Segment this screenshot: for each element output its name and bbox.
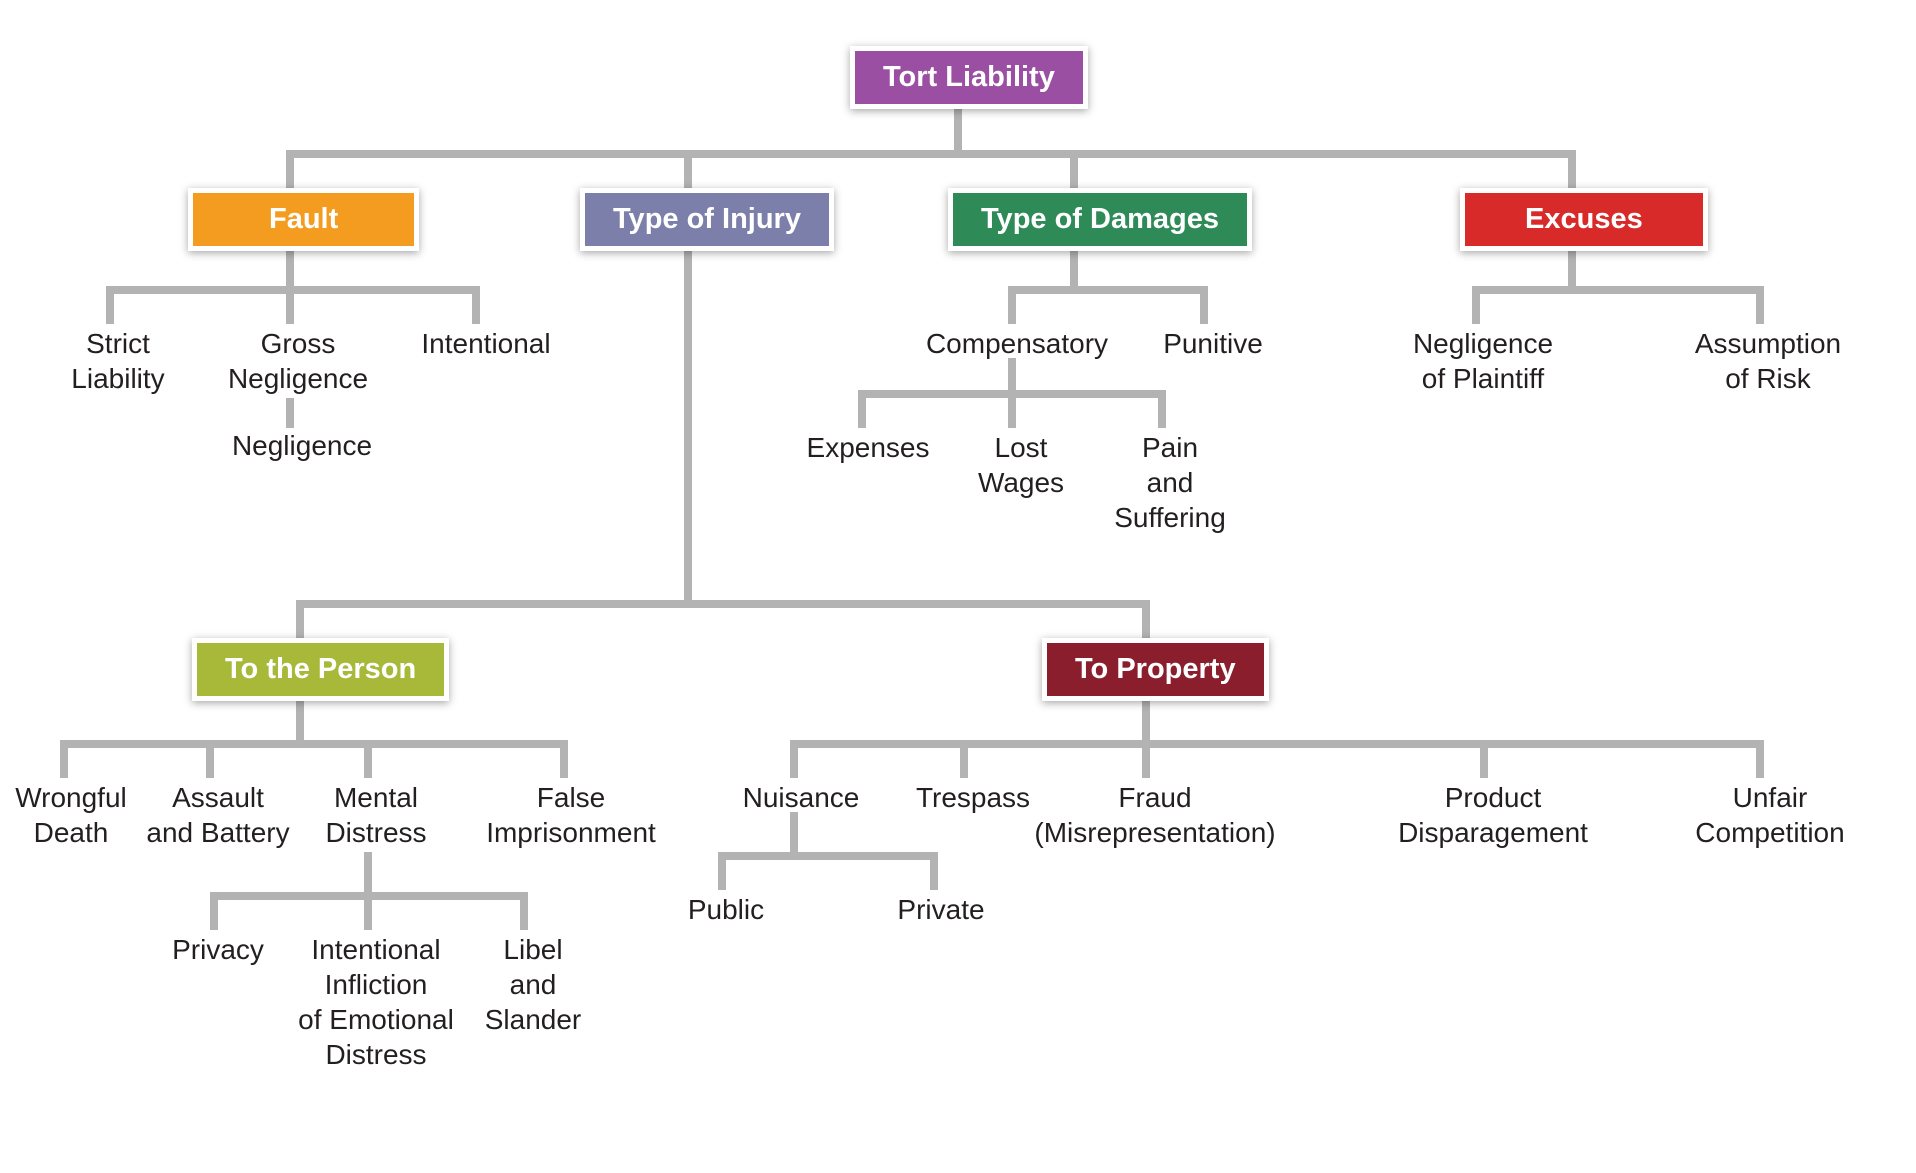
leaf-lost-wages: LostWages: [966, 430, 1076, 500]
leaf-gross-negligence: GrossNegligence: [218, 326, 378, 396]
connector: [684, 248, 692, 600]
box-excuses: Excuses: [1460, 188, 1708, 251]
leaf-iied: IntentionalInflictionof EmotionalDistres…: [280, 932, 472, 1072]
leaf-neg-plaintiff: Negligenceof Plaintiff: [1398, 326, 1568, 396]
connector: [790, 740, 798, 778]
leaf-nuisance: Nuisance: [726, 780, 876, 815]
connector: [1008, 390, 1016, 428]
connector: [1008, 358, 1016, 390]
connector: [1568, 150, 1576, 188]
box-injury: Type of Injury: [580, 188, 834, 251]
connector: [60, 740, 568, 748]
connector: [1142, 698, 1150, 740]
connector: [1200, 286, 1208, 324]
connector: [1070, 248, 1078, 286]
connector: [1480, 740, 1488, 778]
box-property: To Property: [1042, 638, 1269, 701]
connector: [718, 852, 726, 890]
leaf-intentional: Intentional: [406, 326, 566, 361]
connector: [718, 852, 938, 860]
connector: [296, 600, 1150, 608]
leaf-assump-risk: Assumptionof Risk: [1678, 326, 1858, 396]
box-fault: Fault: [188, 188, 419, 251]
leaf-strict-liability: StrictLiability: [58, 326, 178, 396]
connector: [1472, 286, 1480, 324]
connector: [1568, 248, 1576, 286]
connector: [1008, 286, 1208, 294]
leaf-pain-suffering: PainandSuffering: [1100, 430, 1240, 535]
leaf-wrongful-death: WrongfulDeath: [0, 780, 146, 850]
leaf-unfair-comp: UnfairCompetition: [1670, 780, 1870, 850]
connector: [106, 286, 114, 324]
connector: [1142, 740, 1150, 778]
connector: [858, 390, 866, 428]
connector: [930, 852, 938, 890]
connector: [1142, 600, 1150, 638]
leaf-public: Public: [666, 892, 786, 927]
connector: [286, 150, 1576, 158]
connector: [296, 600, 304, 638]
leaf-fraud: Fraud(Misrepresentation): [1010, 780, 1300, 850]
leaf-assault-battery: Assaultand Battery: [128, 780, 308, 850]
leaf-punitive: Punitive: [1148, 326, 1278, 361]
connector: [286, 248, 294, 286]
connector: [520, 892, 528, 930]
connector: [364, 892, 372, 930]
connector: [790, 740, 1764, 748]
connector: [1472, 286, 1764, 294]
connector: [286, 286, 294, 324]
leaf-privacy: Privacy: [158, 932, 278, 967]
box-damages: Type of Damages: [948, 188, 1252, 251]
leaf-prod-disparage: ProductDisparagement: [1378, 780, 1608, 850]
leaf-false-imprison: FalseImprisonment: [456, 780, 686, 850]
connector: [364, 740, 372, 778]
connector: [1756, 740, 1764, 778]
connector: [1008, 286, 1016, 324]
connector: [210, 892, 218, 930]
box-person: To the Person: [192, 638, 449, 701]
connector: [954, 106, 962, 150]
connector: [1158, 390, 1166, 428]
connector: [206, 740, 214, 778]
connector: [1070, 150, 1078, 188]
leaf-libel-slander: LibelandSlander: [468, 932, 598, 1037]
leaf-negligence: Negligence: [212, 428, 392, 463]
connector: [790, 812, 798, 852]
connector: [286, 398, 294, 428]
connector: [286, 150, 294, 188]
connector: [364, 852, 372, 892]
leaf-private: Private: [876, 892, 1006, 927]
connector: [684, 150, 692, 188]
leaf-expenses: Expenses: [798, 430, 938, 465]
connector: [296, 698, 304, 740]
connector: [560, 740, 568, 778]
connector: [960, 740, 968, 778]
leaf-compensatory: Compensatory: [912, 326, 1122, 361]
connector: [60, 740, 68, 778]
leaf-mental-distress: MentalDistress: [306, 780, 446, 850]
connector: [472, 286, 480, 324]
box-root: Tort Liability: [850, 46, 1088, 109]
connector: [1756, 286, 1764, 324]
